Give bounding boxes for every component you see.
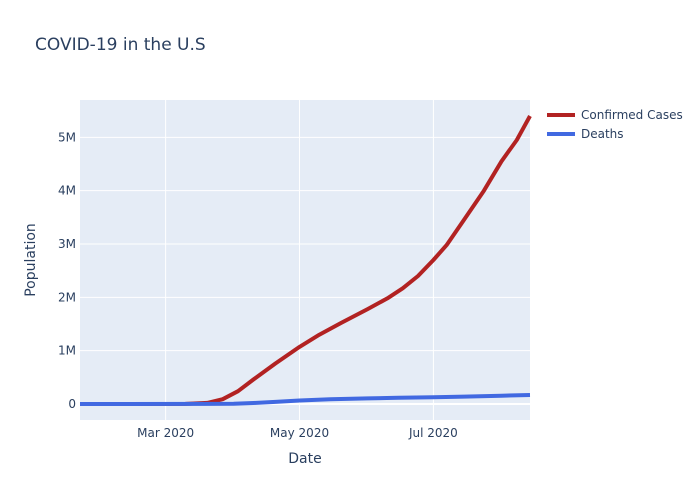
y-tick-label: 4M [58, 184, 76, 198]
y-tick-label: 0 [68, 397, 76, 411]
y-axis-title: Population [23, 223, 39, 297]
legend-item[interactable]: Deaths [547, 127, 624, 141]
legend-item[interactable]: Confirmed Cases [547, 108, 683, 122]
plot-area [80, 100, 530, 420]
x-tick-label: Jul 2020 [408, 426, 458, 440]
y-tick-label: 2M [58, 290, 76, 304]
y-tick-label: 1M [58, 344, 76, 358]
legend-label: Confirmed Cases [581, 108, 683, 122]
chart-title: COVID-19 in the U.S [35, 35, 206, 55]
series-line-deaths [79, 393, 531, 406]
y-tick-label: 3M [58, 237, 76, 251]
y-tick-label: 5M [58, 130, 76, 144]
legend-label: Deaths [581, 127, 624, 141]
series-lines [79, 115, 532, 406]
x-axis-ticks: Mar 2020 May 2020 Jul 2020 [137, 426, 458, 440]
legend[interactable]: Confirmed Cases Deaths [547, 108, 683, 141]
x-axis-title: Date [288, 451, 321, 467]
y-axis-ticks: 0 1M 2M 3M 4M 5M [58, 130, 76, 411]
series-line-confirmed-cases [80, 115, 532, 406]
x-tick-label: Mar 2020 [137, 426, 194, 440]
x-tick-label: May 2020 [270, 426, 329, 440]
